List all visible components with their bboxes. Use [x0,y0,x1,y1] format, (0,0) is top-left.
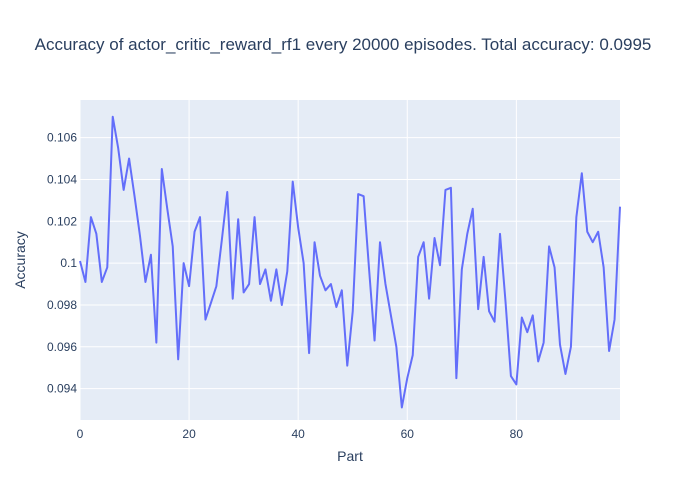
x-tick-label: 60 [401,427,415,441]
y-axis-ticks: 0.094 0.096 0.098 0.1 0.102 0.104 0.106 [47,131,77,396]
y-tick-label: 0.096 [47,340,77,354]
series-line [79,115,621,409]
y-tick-label: 0.104 [47,172,77,186]
chart-title: Accuracy of actor_critic_reward_rf1 ever… [35,35,652,54]
y-axis-title: Accuracy [12,231,28,289]
y-tick-label: 0.094 [47,382,77,396]
y-tick-label: 0.1 [60,256,77,270]
x-tick-label: 0 [77,427,84,441]
x-tick-label: 20 [182,427,196,441]
plot-background [80,100,620,420]
x-axis-title: Part [337,448,363,464]
x-tick-label: 40 [292,427,306,441]
y-tick-label: 0.102 [47,214,77,228]
x-tick-label: 80 [510,427,524,441]
gridlines [79,100,620,420]
x-axis-ticks: 0 20 40 60 80 [77,427,524,441]
y-tick-label: 0.098 [47,298,77,312]
y-tick-label: 0.106 [47,131,77,145]
